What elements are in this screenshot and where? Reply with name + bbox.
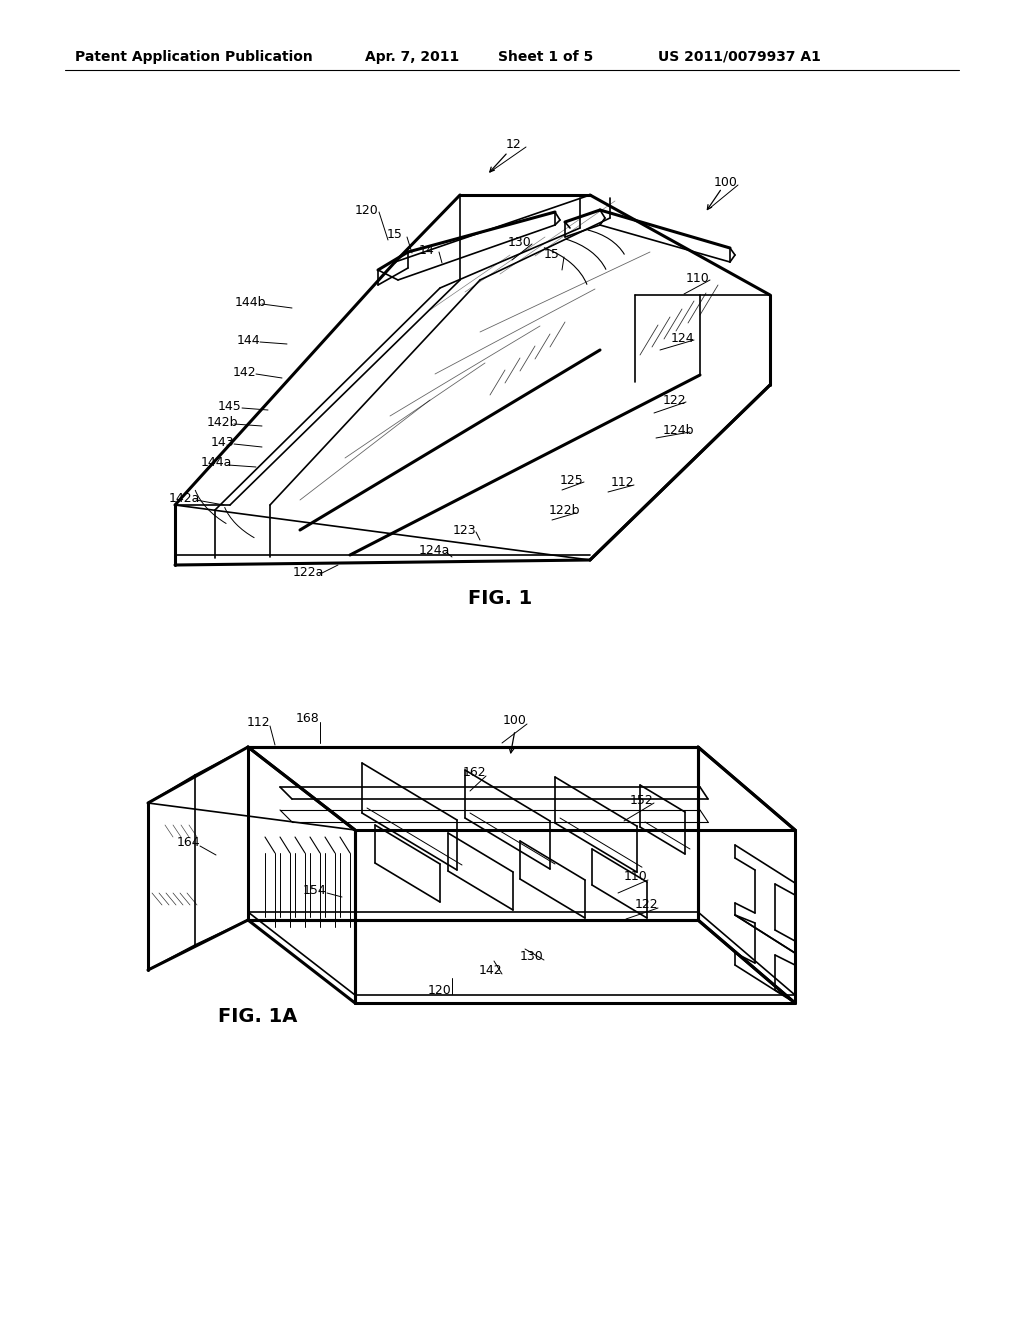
Text: 110: 110: [686, 272, 710, 285]
Text: 164: 164: [176, 837, 200, 850]
Text: 122: 122: [634, 899, 657, 912]
Text: 110: 110: [624, 870, 648, 883]
Text: 152: 152: [630, 793, 654, 807]
Text: 145: 145: [218, 400, 242, 412]
Text: 124b: 124b: [663, 424, 693, 437]
Text: 122b: 122b: [548, 504, 580, 517]
Text: 144: 144: [237, 334, 260, 346]
Text: 124a: 124a: [419, 544, 450, 557]
Text: 120: 120: [428, 985, 452, 998]
Text: 130: 130: [520, 950, 544, 964]
Text: 142a: 142a: [168, 491, 200, 504]
Text: 124: 124: [670, 331, 694, 345]
Text: Sheet 1 of 5: Sheet 1 of 5: [498, 50, 593, 63]
Text: 125: 125: [560, 474, 584, 487]
Text: 15: 15: [387, 228, 402, 242]
Text: 130: 130: [508, 235, 531, 248]
Text: 14: 14: [419, 243, 435, 256]
Text: 112: 112: [246, 717, 269, 730]
Text: 15: 15: [544, 248, 560, 261]
Text: 168: 168: [296, 713, 319, 726]
Text: 100: 100: [714, 177, 738, 190]
Text: Apr. 7, 2011: Apr. 7, 2011: [365, 50, 459, 63]
Text: 142: 142: [232, 366, 256, 379]
Text: FIG. 1A: FIG. 1A: [218, 1007, 298, 1027]
Text: 112: 112: [610, 477, 634, 490]
Text: 120: 120: [355, 203, 379, 216]
Text: 123: 123: [453, 524, 476, 536]
Text: 12: 12: [506, 139, 522, 152]
Text: 144a: 144a: [201, 457, 231, 470]
Text: 142: 142: [478, 965, 502, 978]
Text: 122: 122: [663, 393, 686, 407]
Text: Patent Application Publication: Patent Application Publication: [75, 50, 312, 63]
Text: 143: 143: [210, 436, 233, 449]
Text: 162: 162: [462, 767, 485, 780]
Text: 144b: 144b: [234, 296, 266, 309]
Text: FIG. 1: FIG. 1: [468, 589, 532, 607]
Text: 122a: 122a: [292, 565, 324, 578]
Text: US 2011/0079937 A1: US 2011/0079937 A1: [658, 50, 821, 63]
Text: 100: 100: [503, 714, 527, 727]
Text: 154: 154: [303, 883, 327, 896]
Text: 142b: 142b: [206, 416, 238, 429]
